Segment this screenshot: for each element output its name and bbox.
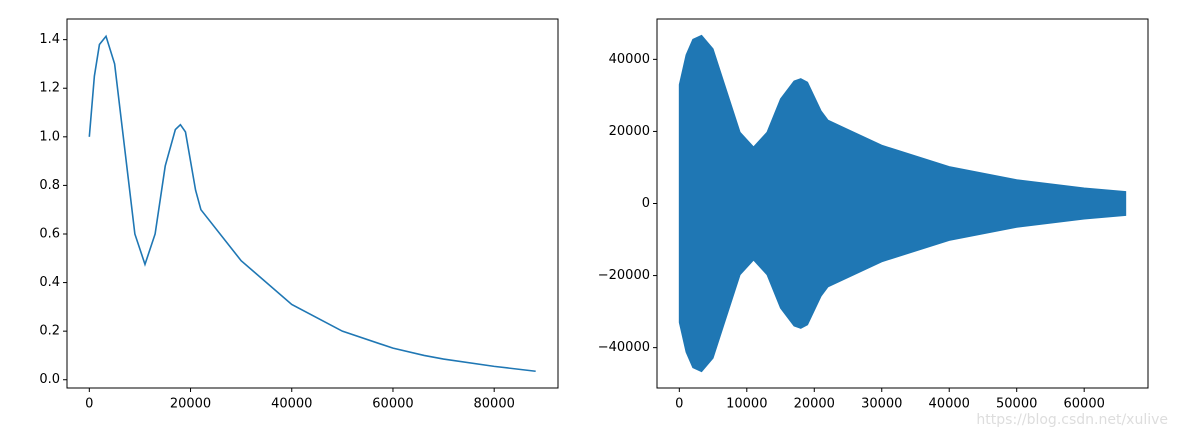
watermark: https://blog.csdn.net/xulive (976, 412, 1168, 428)
y-tick-label: 0 (642, 196, 650, 211)
x-tick-label: 60000 (1064, 397, 1105, 412)
y-tick-label: −20000 (598, 268, 650, 283)
x-tick-label: 0 (85, 397, 93, 412)
line (88, 34, 536, 373)
axes-frame (656, 18, 1149, 389)
y-tick-label: 40000 (609, 52, 650, 67)
axes-frame (66, 18, 559, 389)
x-tick-label: 40000 (929, 397, 970, 412)
x-tick-label: 80000 (474, 397, 515, 412)
x-tick-label: 60000 (372, 397, 413, 412)
y-tick-label: 0.8 (39, 178, 60, 193)
y-tick-label: −40000 (598, 340, 650, 355)
x-tick-label: 30000 (861, 397, 902, 412)
y-tick-label: 0.6 (39, 226, 60, 241)
y-tick-label: 0.4 (39, 275, 60, 290)
x-tick-label: 10000 (726, 397, 767, 412)
y-tick-label: 1.0 (39, 129, 60, 144)
y-tick-label: 0.0 (39, 372, 60, 387)
y-tick-label: 0.2 (39, 324, 60, 339)
y-tick-label: 20000 (609, 124, 650, 139)
x-tick-label: 20000 (794, 397, 835, 412)
y-tick-label: 1.2 (39, 81, 60, 96)
y-tick-label: 1.4 (39, 32, 60, 47)
signal-band (678, 34, 1127, 373)
x-tick-label: 40000 (271, 397, 312, 412)
x-tick-label: 0 (675, 397, 683, 412)
x-tick-label: 50000 (996, 397, 1037, 412)
x-tick-label: 20000 (170, 397, 211, 412)
